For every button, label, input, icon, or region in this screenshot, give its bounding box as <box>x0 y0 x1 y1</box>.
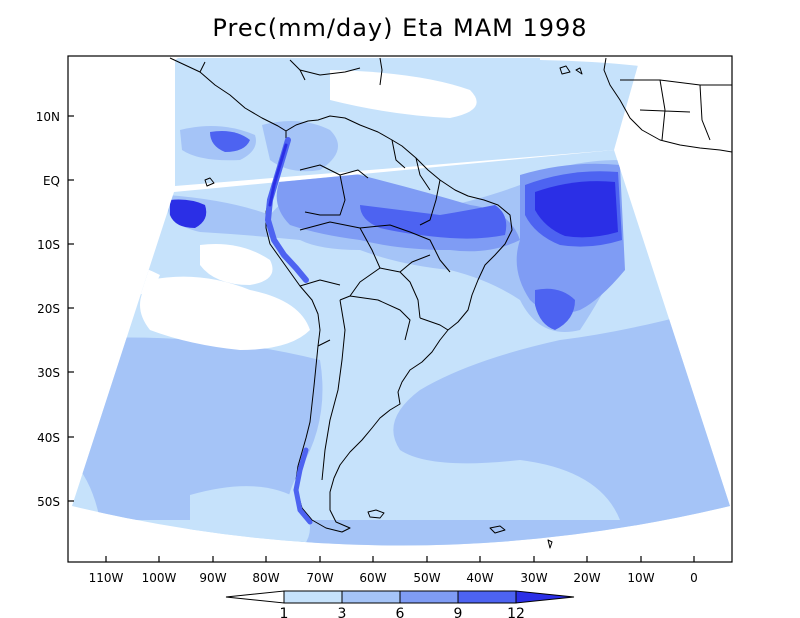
colorbar-seg-4 <box>457 590 517 604</box>
colorbar-seg-1 <box>283 590 343 604</box>
lat-label-20s: 20S <box>37 302 60 316</box>
colorbar-seg-5 <box>515 590 575 604</box>
lat-label-50s: 50S <box>37 495 60 509</box>
lon-label-20w: 20W <box>573 571 600 585</box>
lon-label-50w: 50W <box>413 571 440 585</box>
dry-zone-southeast-pacific <box>140 276 310 350</box>
lon-label-70w: 70W <box>306 571 333 585</box>
precip-pacific-dark <box>170 199 207 228</box>
central-america-coast <box>169 57 383 132</box>
colorbar: 1 3 6 9 12 <box>225 590 575 618</box>
small-islands <box>547 65 583 549</box>
colorbar-seg-0 <box>225 590 285 604</box>
lon-label-40w: 40W <box>466 571 493 585</box>
precip-far-south-light <box>190 486 310 546</box>
colorbar-seg-2 <box>341 590 401 604</box>
africa-borders <box>620 79 732 141</box>
coastlines <box>169 57 732 549</box>
precip-field <box>72 58 732 546</box>
lon-label-90w: 90W <box>199 571 226 585</box>
colorbar-label-6: 6 <box>396 606 405 618</box>
colorbar-seg-3 <box>399 590 459 604</box>
lat-label-30s: 30S <box>37 366 60 380</box>
lat-label-eq: EQ <box>43 174 60 188</box>
lon-label-0: 0 <box>690 571 698 585</box>
country-borders <box>299 139 451 481</box>
lat-label-10s: 10S <box>37 238 60 252</box>
map-title: Prec(mm/day) Eta MAM 1998 <box>212 14 588 42</box>
lon-label-10w: 10W <box>627 571 654 585</box>
colorbar-label-12: 12 <box>507 606 525 618</box>
galapagos-islands <box>204 177 215 187</box>
precip-south-atlantic-dark <box>535 288 575 330</box>
colorbar-label-9: 9 <box>454 606 463 618</box>
andes-precip <box>264 137 313 525</box>
chile-coast-precip <box>293 447 313 525</box>
falkland-islands <box>367 509 385 519</box>
plot-frame <box>67 55 733 563</box>
lon-label-30w: 30W <box>520 571 547 585</box>
africa-coast <box>603 57 732 153</box>
lat-label-40s: 40S <box>37 431 60 445</box>
lon-ticks <box>105 556 695 562</box>
lat-ticks <box>68 115 74 502</box>
lat-labels: 10N EQ 10S 20S 30S 40S 50S <box>36 110 60 509</box>
lat-label-10n: 10N <box>36 110 60 124</box>
lon-label-110w: 110W <box>89 571 124 585</box>
precip-gulf-white <box>540 58 732 90</box>
precip-amazon-dark <box>360 205 507 239</box>
lon-label-60w: 60W <box>359 571 386 585</box>
precip-caribbean-white <box>330 70 477 118</box>
lon-label-80w: 80W <box>252 571 279 585</box>
south-georgia <box>489 525 506 534</box>
andes-rain-core <box>268 143 288 207</box>
colorbar-label-3: 3 <box>338 606 347 618</box>
precip-atlantic-deep <box>535 181 618 238</box>
colorbar-label-1: 1 <box>280 606 289 618</box>
lon-labels: 110W 100W 90W 80W 70W 60W 50W 40W 30W 20… <box>89 571 698 585</box>
lon-label-100w: 100W <box>142 571 177 585</box>
dry-zone-subtropical-pacific <box>200 244 273 285</box>
precip-east-pacific-core <box>210 131 250 152</box>
